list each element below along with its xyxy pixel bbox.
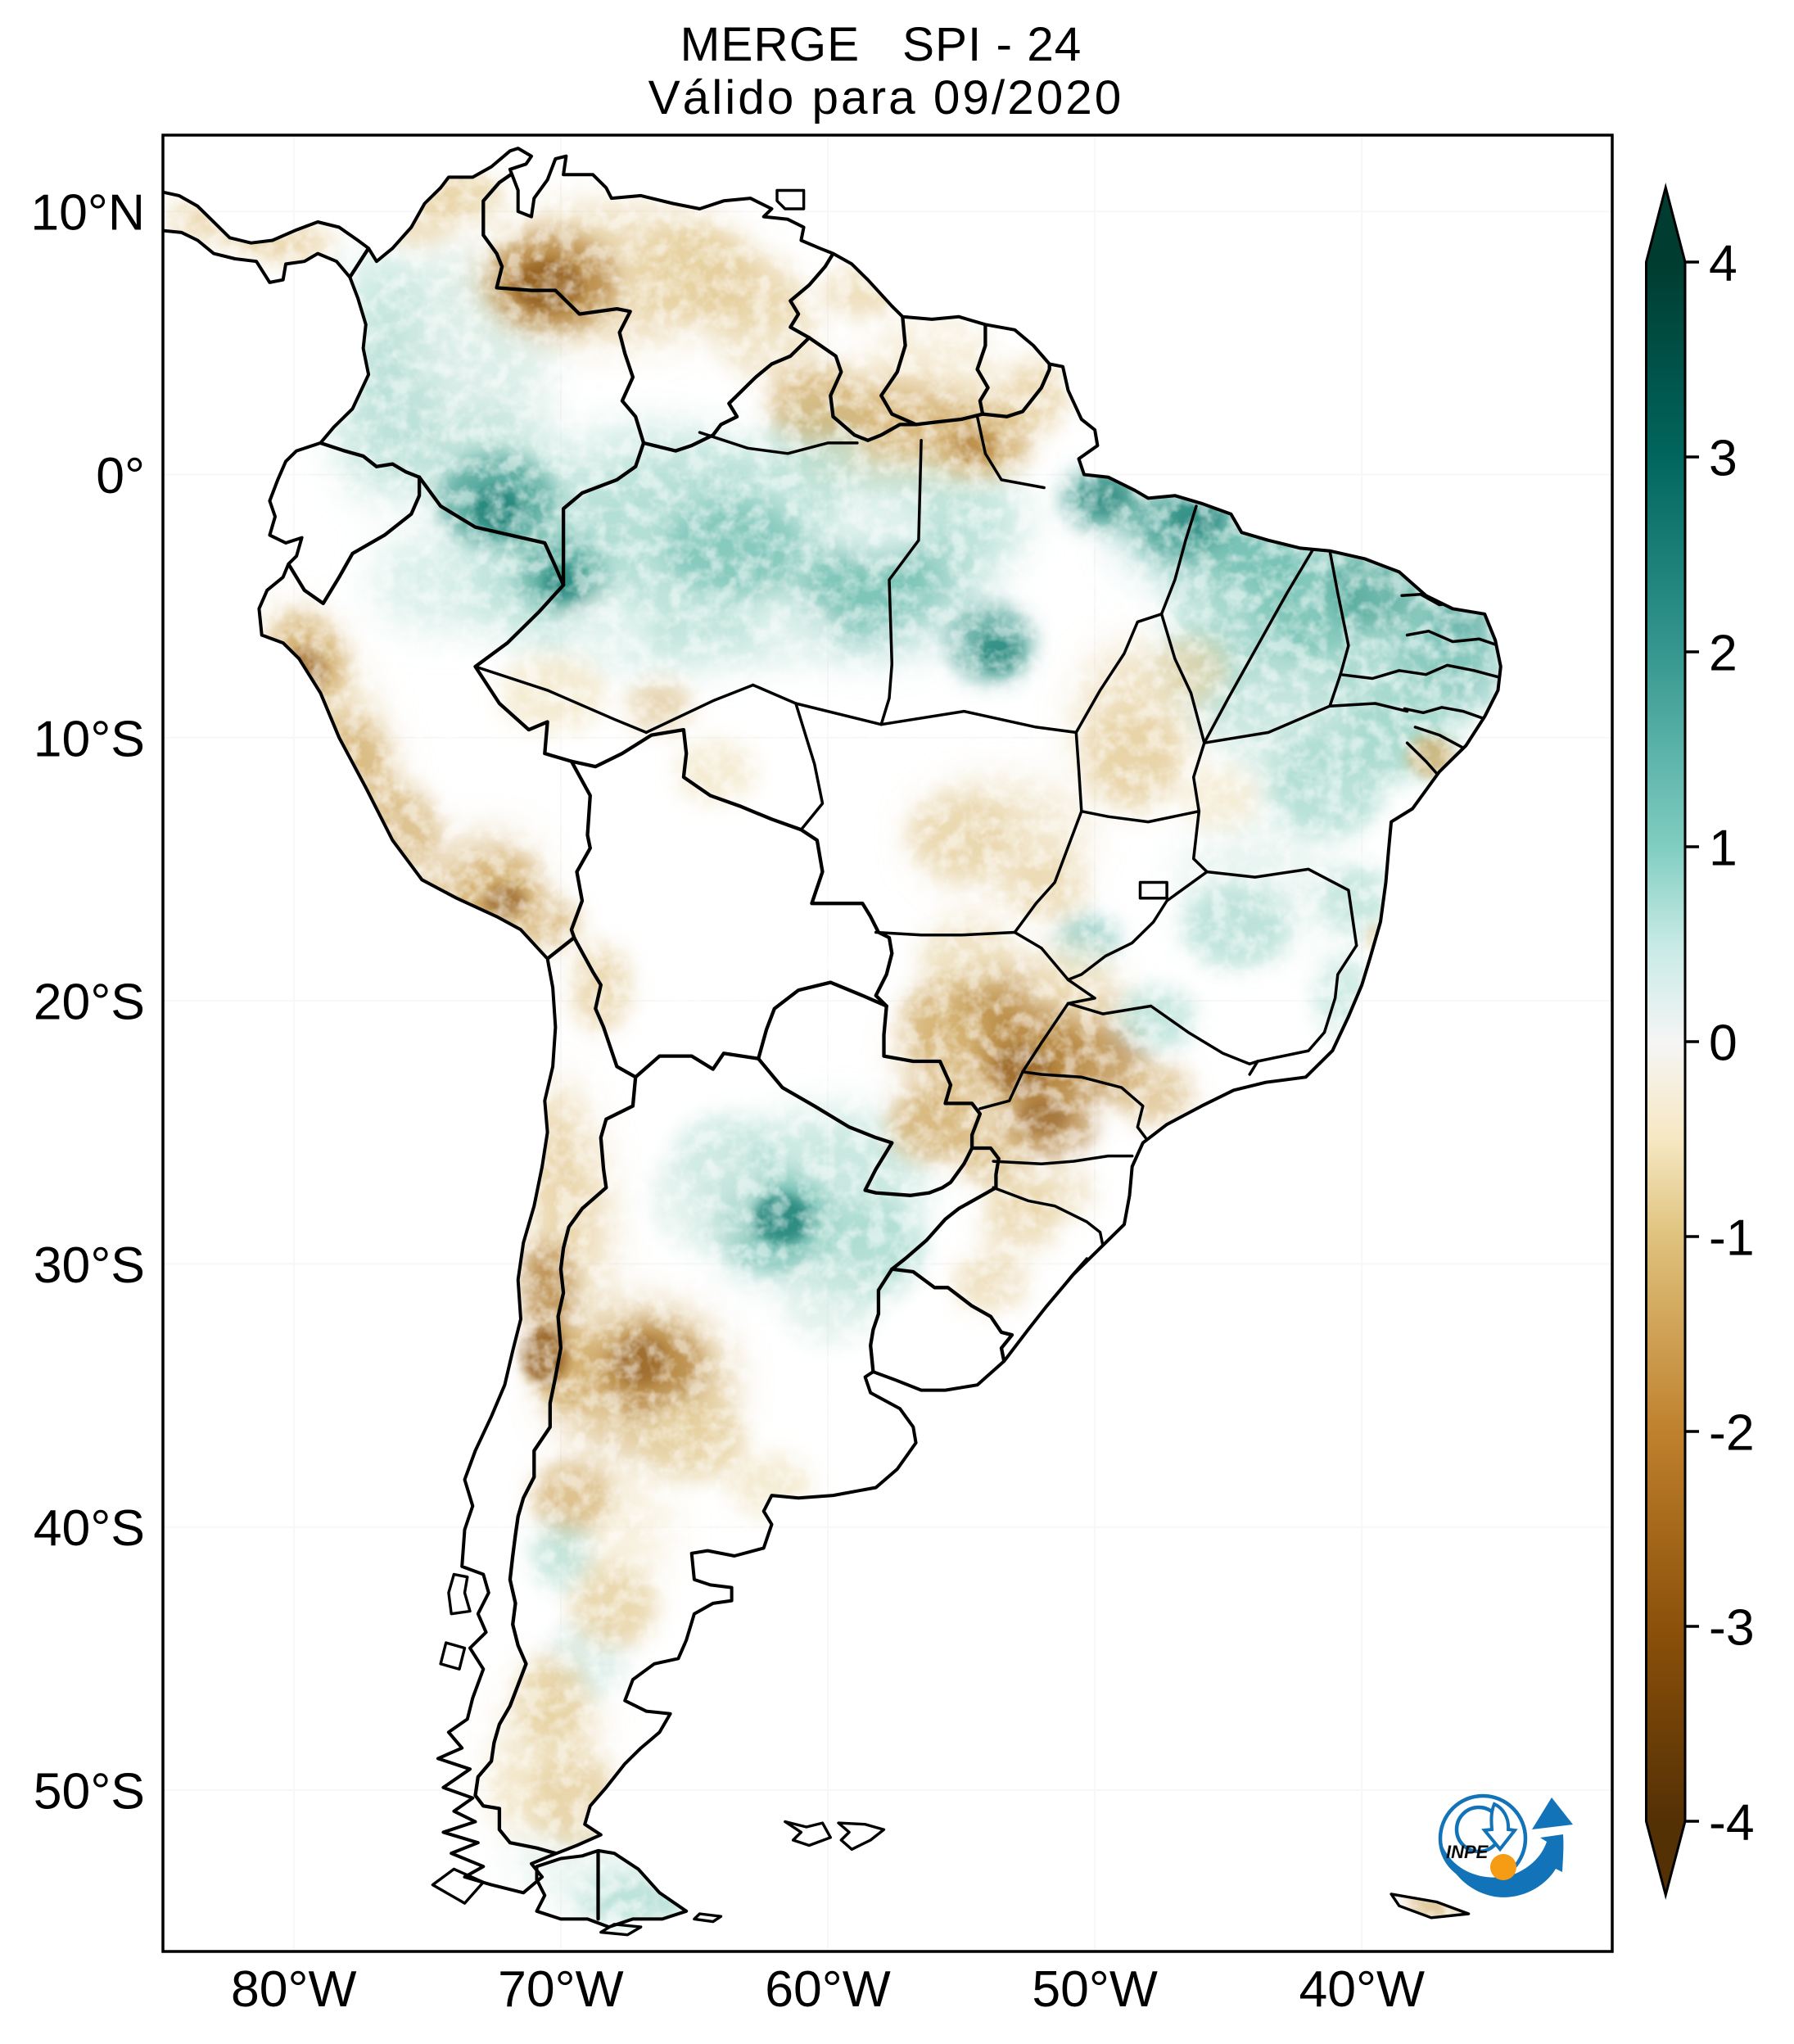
- svg-text:Válido para 09/2020: Válido para 09/2020: [648, 71, 1124, 124]
- svg-text:2: 2: [1709, 625, 1738, 682]
- svg-text:4: 4: [1709, 235, 1738, 292]
- svg-text:10°N: 10°N: [30, 184, 145, 242]
- svg-text:-2: -2: [1709, 1404, 1755, 1462]
- svg-text:MERGE SPI - 24: MERGE SPI - 24: [680, 18, 1082, 71]
- svg-text:10°S: 10°S: [34, 710, 145, 767]
- svg-text:40°S: 40°S: [34, 1499, 145, 1557]
- svg-text:20°S: 20°S: [34, 974, 145, 1031]
- svg-text:40°W: 40°W: [1299, 1960, 1425, 2018]
- svg-text:70°W: 70°W: [498, 1960, 624, 2018]
- svg-text:-4: -4: [1709, 1794, 1755, 1852]
- svg-text:0: 0: [1709, 1015, 1738, 1072]
- svg-text:50°S: 50°S: [34, 1763, 145, 1820]
- svg-text:50°W: 50°W: [1032, 1960, 1158, 2018]
- svg-text:30°S: 30°S: [34, 1237, 145, 1294]
- svg-text:-3: -3: [1709, 1599, 1755, 1657]
- svg-text:60°W: 60°W: [765, 1960, 891, 2018]
- svg-text:80°W: 80°W: [231, 1960, 357, 2018]
- svg-text:1: 1: [1709, 820, 1738, 877]
- svg-text:-1: -1: [1709, 1210, 1755, 1267]
- svg-text:INPE: INPE: [1446, 1842, 1489, 1862]
- svg-text:3: 3: [1709, 430, 1738, 487]
- svg-text:0°: 0°: [96, 447, 145, 504]
